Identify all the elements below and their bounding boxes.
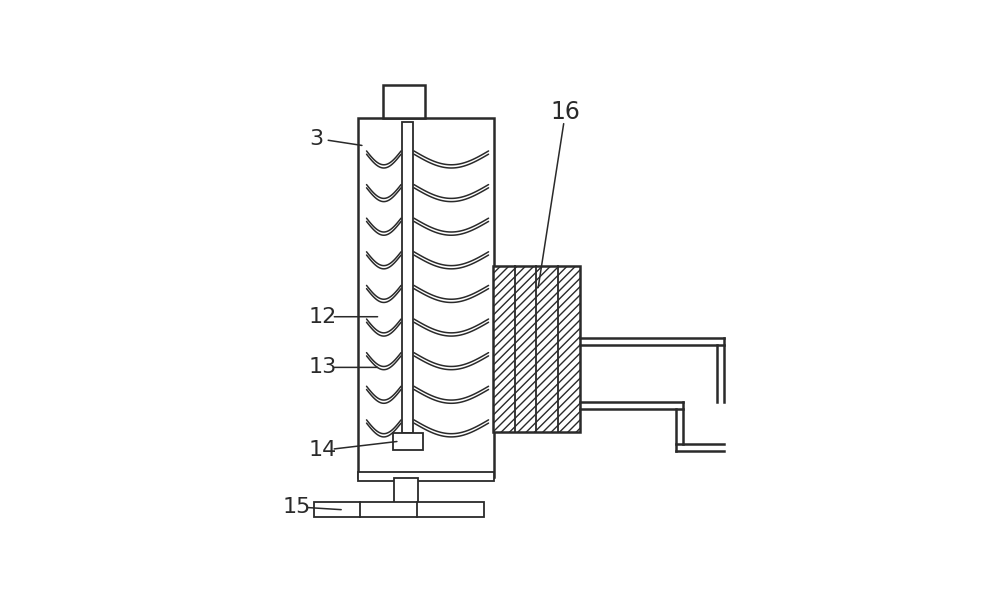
Bar: [402, 123, 413, 433]
Bar: [358, 118, 494, 477]
Bar: [383, 85, 425, 118]
Text: 16: 16: [551, 100, 580, 124]
Bar: [314, 502, 484, 517]
Text: 13: 13: [309, 358, 337, 377]
Bar: [493, 266, 580, 432]
Text: 14: 14: [309, 440, 337, 460]
Text: 12: 12: [309, 307, 337, 327]
Text: 3: 3: [310, 129, 324, 148]
Bar: [394, 478, 418, 505]
Text: 15: 15: [283, 497, 311, 517]
Bar: [358, 472, 494, 481]
Bar: [393, 433, 423, 450]
